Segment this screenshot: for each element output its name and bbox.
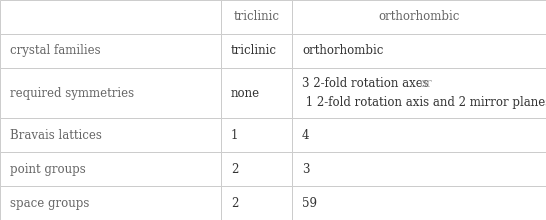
Text: 59: 59 — [302, 197, 317, 210]
Text: orthorhombic: orthorhombic — [302, 44, 383, 57]
Text: point groups: point groups — [10, 163, 86, 176]
Bar — [292, 34, 546, 68]
Text: or: or — [419, 77, 432, 90]
Text: 2: 2 — [231, 197, 239, 210]
Text: orthorhombic: orthorhombic — [378, 10, 460, 23]
Bar — [221, 0, 292, 34]
Text: 2: 2 — [231, 163, 239, 176]
Text: required symmetries: required symmetries — [10, 87, 134, 100]
Text: 1 2-fold rotation axis and 2 mirror planes: 1 2-fold rotation axis and 2 mirror plan… — [302, 96, 546, 109]
Bar — [0, 0, 221, 34]
Text: space groups: space groups — [10, 197, 89, 210]
Text: triclinic: triclinic — [231, 44, 277, 57]
Bar — [0, 34, 221, 68]
Text: 4: 4 — [302, 129, 310, 142]
Text: 3: 3 — [302, 163, 310, 176]
Text: triclinic: triclinic — [234, 10, 280, 23]
Bar — [0, 152, 221, 186]
Text: crystal families: crystal families — [10, 44, 100, 57]
Text: none: none — [231, 87, 260, 100]
Bar — [0, 68, 221, 118]
Bar — [292, 186, 546, 220]
Text: Bravais lattices: Bravais lattices — [10, 129, 102, 142]
Bar — [221, 34, 292, 68]
Text: 1: 1 — [231, 129, 239, 142]
Bar — [221, 152, 292, 186]
Text: 3 2-fold rotation axes: 3 2-fold rotation axes — [302, 77, 432, 90]
Bar — [221, 186, 292, 220]
Bar — [221, 68, 292, 118]
Bar — [292, 118, 546, 152]
Bar — [292, 152, 546, 186]
Bar — [292, 68, 546, 118]
Bar — [292, 0, 546, 34]
Bar — [221, 118, 292, 152]
Bar — [0, 186, 221, 220]
Bar — [0, 118, 221, 152]
